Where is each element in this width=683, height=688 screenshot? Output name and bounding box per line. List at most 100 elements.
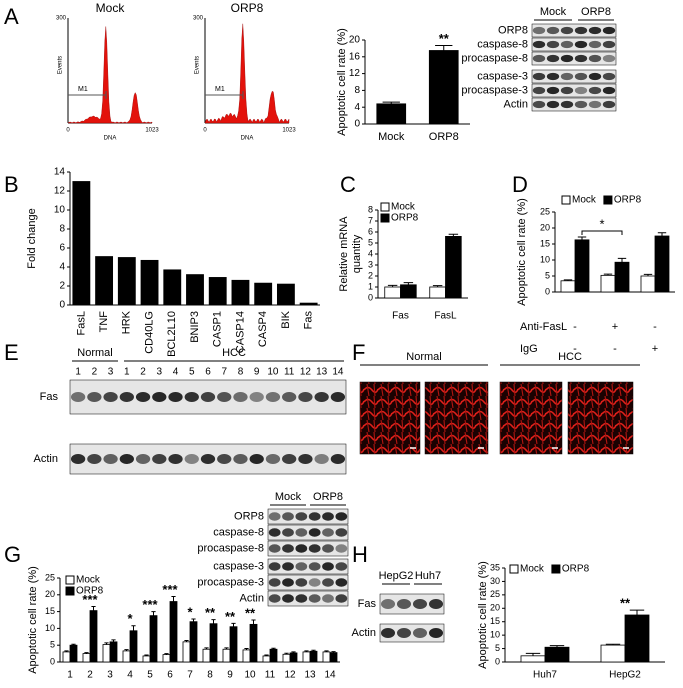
y-tick-label: 25 xyxy=(540,206,550,216)
x-tick-label: CD40LG xyxy=(143,311,155,354)
significance: ** xyxy=(225,609,236,624)
blot-band xyxy=(574,86,588,95)
lane-label: 9 xyxy=(254,367,260,378)
blot-band xyxy=(602,86,616,95)
bar xyxy=(169,601,178,663)
condition-value: - xyxy=(613,343,617,355)
flow-ytop: 300 xyxy=(193,16,204,22)
blot-band xyxy=(200,454,216,464)
blot-band xyxy=(249,392,264,402)
bar xyxy=(162,654,171,663)
blot-band xyxy=(282,594,294,603)
blot-band xyxy=(184,392,199,402)
bar xyxy=(329,652,338,663)
blot-band xyxy=(602,54,616,63)
blot-row-label: ORP8 xyxy=(498,24,528,36)
panel-letter: H xyxy=(352,542,368,567)
y-tick-label: 12 xyxy=(349,68,361,79)
flow-xtick: 1023 xyxy=(282,128,296,134)
legend-swatch xyxy=(603,195,613,205)
blot-band xyxy=(119,392,134,402)
error-bar xyxy=(525,652,541,656)
blot-band xyxy=(268,594,281,603)
bar xyxy=(654,235,670,293)
blot-row-label: procaspase-8 xyxy=(197,542,264,554)
y-axis-label: quantity xyxy=(351,234,363,273)
bar xyxy=(82,653,91,663)
group-label: HepG2 xyxy=(379,570,414,582)
y-tick-label: 3 xyxy=(368,259,373,269)
y-tick-label: 10 xyxy=(45,623,55,633)
lane-label: 3 xyxy=(108,367,114,378)
y-tick-label: 5 xyxy=(495,643,500,653)
error-bar xyxy=(91,606,96,611)
condition-value: + xyxy=(612,321,618,333)
x-tick-label: 12 xyxy=(284,670,296,681)
blot-band xyxy=(602,100,616,109)
blot-band xyxy=(412,628,428,638)
group-label: Huh7 xyxy=(415,570,441,582)
bar xyxy=(520,655,546,663)
x-tick-label: 4 xyxy=(127,670,133,681)
x-tick-label: 2 xyxy=(87,670,93,681)
bar xyxy=(242,649,251,663)
group-label: Mock xyxy=(540,6,567,18)
y-axis-label: Apoptotic cell rate (%) xyxy=(336,28,348,136)
blot-band xyxy=(322,512,334,521)
flow-ylabel: Events xyxy=(195,56,201,74)
error-bar xyxy=(603,273,613,276)
y-axis-label: Relative mRNA xyxy=(338,216,350,292)
blot-band xyxy=(322,562,334,571)
blot-band xyxy=(322,578,334,587)
bar xyxy=(186,274,204,306)
error-bar xyxy=(387,284,398,287)
blot-row-label: Fas xyxy=(358,598,377,610)
bar xyxy=(117,257,136,306)
bar xyxy=(129,630,138,663)
legend-swatch xyxy=(380,213,390,223)
blot-band xyxy=(200,392,216,402)
bar xyxy=(445,235,462,299)
group-label: HCC xyxy=(558,351,582,363)
y-tick-label: 20 xyxy=(349,35,361,46)
error-bar xyxy=(643,273,653,276)
blot-band xyxy=(546,86,560,95)
panel-letter: B xyxy=(4,172,19,197)
y-tick-label: 4 xyxy=(368,248,373,258)
blot-band xyxy=(546,54,560,63)
lane-label: 1 xyxy=(75,367,81,378)
error-bar xyxy=(251,619,256,625)
blot-band xyxy=(335,594,348,603)
blot-band xyxy=(560,100,574,109)
blot-band xyxy=(335,544,348,553)
blot-band xyxy=(308,562,321,571)
x-tick-label: BCL2L10 xyxy=(166,311,178,357)
condition-label: Anti-FasL xyxy=(520,321,567,333)
blot-band xyxy=(314,392,329,402)
group-label: ORP8 xyxy=(581,6,611,18)
y-tick-label: 8 xyxy=(59,224,65,235)
bar xyxy=(142,655,151,663)
blot-band xyxy=(560,40,574,49)
bar xyxy=(282,653,291,663)
bar xyxy=(254,282,273,306)
blot-band xyxy=(588,72,602,81)
bar xyxy=(309,650,318,663)
bar xyxy=(72,181,91,306)
error-bar xyxy=(131,625,136,631)
blot-band xyxy=(588,54,602,63)
lane-label: 4 xyxy=(173,367,179,378)
error-bar xyxy=(605,643,621,646)
x-tick-label: Mock xyxy=(378,131,405,143)
lane-label: 12 xyxy=(300,367,312,378)
x-tick-label: 7 xyxy=(187,670,193,681)
y-tick-label: 5 xyxy=(50,640,55,650)
bar xyxy=(229,626,238,663)
blot-band xyxy=(560,72,574,81)
blot-band xyxy=(152,454,167,464)
legend-swatch xyxy=(509,564,519,574)
y-tick-label: 6 xyxy=(368,226,373,236)
x-tick-label: 14 xyxy=(324,670,336,681)
y-tick-label: 1 xyxy=(368,281,373,291)
group-label: ORP8 xyxy=(313,491,343,503)
